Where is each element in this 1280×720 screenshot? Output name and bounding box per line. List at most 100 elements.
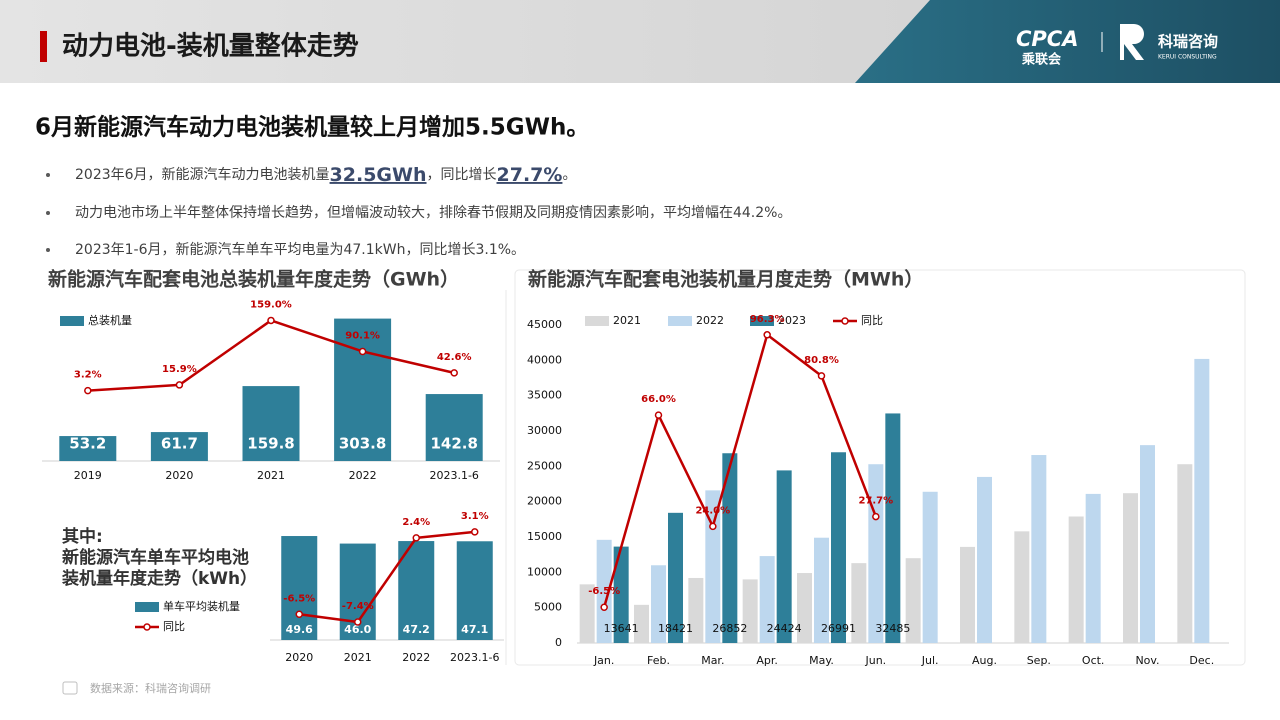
legend-swatch [841,317,849,325]
x-tick-label: Aug. [972,654,997,667]
data-label: 49.6 [286,623,313,636]
x-tick-label: Feb. [647,654,670,667]
logo-mark [1120,24,1144,60]
bar [922,491,938,643]
data-label: 159.8 [247,435,294,453]
line-marker [84,386,92,395]
bar [613,546,629,643]
headline: 6月新能源汽车动力电池装机量较上月增加5.5GWh。 [35,114,589,141]
line-marker [654,411,663,419]
chart-title: 新能源汽车单车平均电池 [62,547,249,568]
line-marker [471,528,479,536]
chart-title: 新能源汽车配套电池装机量月度走势（MWh） [528,268,923,291]
bar [334,318,392,461]
bullet-dot [46,211,50,215]
chart-title: 装机量年度走势（kWh） [61,568,257,589]
line-marker [412,534,420,542]
bar [1014,531,1030,643]
bullet-text: 。 [562,167,576,183]
data-label: 46.0 [344,623,371,636]
line-marker [709,522,717,531]
bar [960,546,975,643]
line [87,319,455,392]
data-label: 15.9% [162,364,197,375]
data-label: 18421 [658,622,693,635]
bar [579,584,595,643]
x-tick-label: Jan. [593,654,614,667]
bar [456,541,493,640]
bar [868,464,884,643]
data-label: 42.6% [437,352,472,363]
x-tick-label: May. [809,654,834,667]
bullet-text: 2023年6月，新能源汽车动力电池装机量 [75,166,330,183]
x-tick-label: Jul. [921,654,939,667]
data-label: 27.7% [858,496,893,507]
x-tick-label: Oct. [1082,654,1105,667]
bar [742,579,758,643]
data-label: 3.2% [74,370,102,381]
y-tick-label: 30000 [527,424,562,437]
source: 数据来源：科瑞咨询调研 [90,681,211,695]
legend-swatch [135,602,159,612]
line-marker [358,347,367,356]
y-tick-label: 0 [555,636,562,649]
legend-label: 总装机量 [88,313,132,327]
x-tick-label: 2019 [74,469,102,482]
legend-swatch [585,316,609,326]
x-tick-label: Sep. [1027,654,1051,667]
x-tick-label: 2023.1-6 [429,469,478,482]
data-label: 47.2 [403,623,430,636]
bar [150,432,208,461]
bar [814,537,829,643]
bar [797,573,812,643]
x-tick-label: 2020 [165,469,193,482]
y-tick-label: 45000 [527,318,562,331]
data-label: 24.0% [695,505,730,516]
bar [885,413,901,643]
logo-text: 乘联会 [1021,52,1062,68]
data-label: -6.5% [588,586,620,597]
bullet-dot [46,248,50,252]
logo-text: CPCA [1016,27,1078,51]
bullet: 2023年1-6月，新能源汽车单车平均电量为47.1kWh，同比增长3.1%。 [75,241,525,258]
panel-border [514,269,1246,666]
bullet: 2023年6月，新能源汽车动力电池装机量32.5GWh，同比增长27.7%。 [75,164,576,186]
bar [281,536,318,640]
bar [1068,516,1084,643]
data-label: -6.5% [283,593,315,604]
bar [1123,493,1138,643]
x-tick-label: 2020 [285,651,313,664]
legend-swatch [143,623,151,631]
chart-title: 新能源汽车配套电池总装机量年度走势（GWh） [48,268,459,291]
bar [425,394,483,461]
line-marker [175,381,184,389]
chart-title: 其中: [62,526,103,547]
bullet: 动力电池市场上半年整体保持增长趋势，但增幅波动较大，排除春节假期及同期疫情因素影… [75,204,791,221]
data-label: 26852 [712,622,747,635]
bar [1177,464,1193,643]
data-label: 32485 [875,622,910,635]
legend-label: 同比 [861,314,883,327]
data-label: 53.2 [69,435,106,453]
bar [634,604,649,643]
bar [668,512,683,643]
highlight: 27.7% [497,164,563,186]
bar [722,453,738,643]
bar [688,577,704,643]
data-label: 90.1% [345,330,380,341]
charts: 新能源汽车配套电池总装机量年度走势（GWh） 2019 2020 2021 2022 20… [42,268,1229,667]
line-marker [817,372,826,380]
header-logo-area [855,0,1280,83]
legend-swatch [60,316,84,326]
data-label: 2.4% [402,517,430,528]
x-tick-label: 2022 [402,651,430,664]
highlight: 32.5GWh [330,164,427,186]
bar [705,490,721,643]
line-marker [600,603,608,611]
line [299,530,475,624]
page-title: 动力电池-装机量整体走势 [62,31,359,62]
y-tick-label: 15000 [527,530,562,543]
legend-swatch [668,316,692,326]
data-label: 159.0% [250,299,292,310]
